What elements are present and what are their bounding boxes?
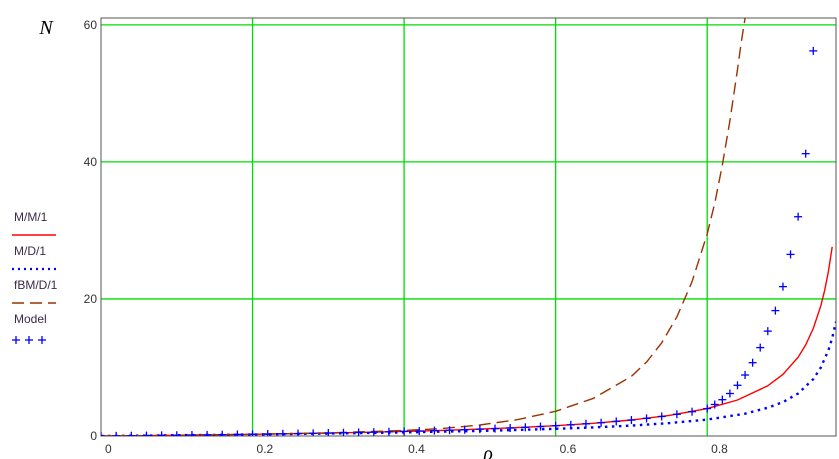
x-axis-label: ρ xyxy=(482,443,493,459)
legend-item-m-m-1: M/M/1 xyxy=(12,210,56,235)
series-point-model xyxy=(582,420,590,428)
series-point-model xyxy=(203,431,211,439)
series-point-model xyxy=(688,408,696,416)
series-point-model xyxy=(643,414,651,422)
series-point-model xyxy=(673,410,681,418)
series-point-model xyxy=(218,431,226,439)
legend: M/M/1 M/D/1 fBM/D/1 Model xyxy=(12,210,58,344)
series-point-model xyxy=(771,307,779,315)
series-point-model xyxy=(552,422,560,430)
series-point-model xyxy=(779,283,787,291)
x-tick-label: 0.4 xyxy=(408,442,425,456)
y-tick-label: 20 xyxy=(84,292,98,306)
series-point-model xyxy=(567,421,575,429)
series-layer xyxy=(97,18,836,440)
series-point-model xyxy=(188,431,196,439)
legend-label: fBM/D/1 xyxy=(14,278,58,292)
series-point-model xyxy=(279,430,287,438)
series-point-model xyxy=(173,431,181,439)
series-point-model xyxy=(415,427,423,435)
legend-label: M/D/1 xyxy=(14,244,46,258)
series-point-model xyxy=(233,430,241,438)
y-tick-label: 60 xyxy=(84,18,98,32)
series-point-model xyxy=(764,327,772,335)
y-axis-label: N xyxy=(38,17,54,39)
series-point-model xyxy=(127,432,135,440)
y-tick-label: 0 xyxy=(90,429,97,443)
series-point-model xyxy=(97,432,105,440)
series-point-model xyxy=(627,416,635,424)
x-tick-label: 0.2 xyxy=(257,442,274,456)
series-point-model xyxy=(385,428,393,436)
plot-frame xyxy=(101,18,836,436)
y-tick-label: 40 xyxy=(84,155,98,169)
series-point-model xyxy=(733,381,741,389)
series-point-model xyxy=(756,344,764,352)
series-point-model xyxy=(749,359,757,367)
x-tick-label: 0 xyxy=(105,442,112,456)
series-point-model xyxy=(400,427,408,435)
series-point-model xyxy=(112,432,120,440)
series-point-model xyxy=(142,432,150,440)
legend-label: Model xyxy=(14,312,47,326)
series-point-model xyxy=(370,428,378,436)
series-point-model xyxy=(658,412,666,420)
series-point-model xyxy=(264,430,272,438)
series-point-model xyxy=(726,390,734,398)
series-point-model xyxy=(809,47,817,55)
series-line-fbm-d-1 xyxy=(101,18,745,436)
series-point-model xyxy=(718,396,726,404)
series-line-m-d-1 xyxy=(101,322,836,436)
series-point-model xyxy=(597,419,605,427)
x-tick-label: 0.6 xyxy=(560,442,577,456)
series-point-model xyxy=(430,427,438,435)
series-point-model xyxy=(158,431,166,439)
series-point-model xyxy=(491,425,499,433)
series-point-model xyxy=(612,417,620,425)
plot-area xyxy=(97,18,836,440)
tick-labels: 0 0.2 0.4 0.6 0.8 0 20 40 60 xyxy=(84,18,729,456)
series-point-model xyxy=(355,428,363,436)
legend-item-model: Model xyxy=(12,312,47,344)
series-point-model xyxy=(802,150,810,158)
grid xyxy=(101,18,836,436)
series-point-model xyxy=(249,430,257,438)
legend-item-fbm-d-1: fBM/D/1 xyxy=(12,278,58,303)
legend-item-m-d-1: M/D/1 xyxy=(12,244,56,269)
legend-label: M/M/1 xyxy=(14,210,48,224)
x-tick-label: 0.8 xyxy=(711,442,728,456)
series-line-m-m-1 xyxy=(101,247,832,436)
series-point-model xyxy=(741,371,749,379)
series-point-model xyxy=(703,405,711,413)
series-point-model xyxy=(787,250,795,258)
series-point-model xyxy=(476,425,484,433)
series-point-model xyxy=(794,213,802,221)
